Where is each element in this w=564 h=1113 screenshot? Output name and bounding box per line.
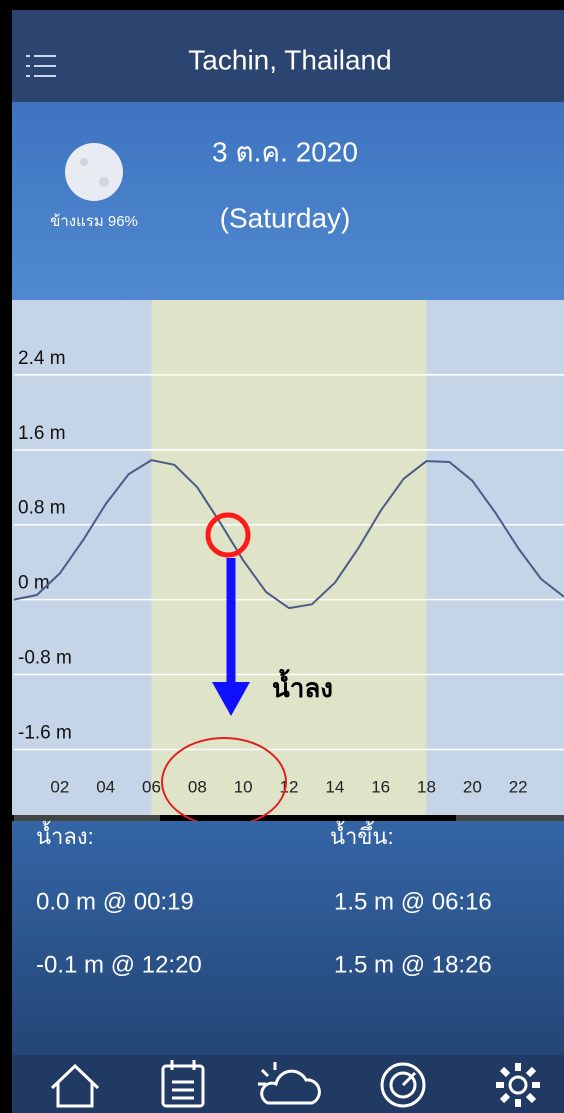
low-tide: 0.0 m @ 00:19 [36,888,194,915]
date: 3 ต.ค. 2020 [212,136,358,167]
arrow-head [212,682,250,716]
x-tick-label: 18 [417,777,436,796]
radar-tab[interactable] [380,1062,426,1108]
daylight-band [151,300,427,815]
y-tick-label: 1.6 m [18,423,66,444]
settings-tab[interactable] [496,1063,540,1107]
weekday: (Saturday) [220,202,351,233]
x-tick-label: 06 [142,777,161,796]
x-tick-label: 16 [371,777,390,796]
y-tick-label: 0 m [18,573,50,594]
menu-icon[interactable] [26,55,56,77]
tide-line [13,459,564,610]
weather-tab[interactable] [258,1062,321,1105]
x-tick-label: 10 [234,777,253,796]
y-tick-label: 2.4 m [18,348,66,369]
home-tab[interactable] [50,1063,100,1108]
calendar-tab[interactable] [161,1060,205,1108]
moon-icon [65,143,123,201]
highlight-circle [205,512,251,558]
scroll-indicator [456,815,564,821]
high-tide: 1.5 m @ 06:16 [334,888,492,915]
annotation: น้ำลง [272,668,333,703]
high-tide: 1.5 m @ 18:26 [334,951,492,978]
x-tick-label: 04 [96,777,115,796]
moon-crater [80,158,88,166]
x-tick-label: 12 [280,777,299,796]
moon-crater [99,177,109,187]
y-tick-label: -0.8 m [18,648,72,669]
x-tick-label: 20 [463,777,482,796]
moon-phase: ข้างแรม 96% [50,213,138,230]
y-tick-label: 0.8 m [18,498,66,519]
low-tide: -0.1 m @ 12:20 [36,951,202,978]
date-panel [12,102,564,300]
x-tick-label: 02 [50,777,69,796]
location-title: Tachin, Thailand [188,44,391,75]
y-tick-label: -1.6 m [18,722,72,743]
tide-chart: 2.4 m 1.6 m 0.8 m 0 m -0.8 m -1.6 m 02 04 06 08 10… [13,300,564,827]
x-tick-label: 14 [325,777,344,796]
low-tide-heading: น้ำลง: [36,821,94,849]
top-bar [12,10,564,102]
x-tick-label: 08 [188,777,207,796]
tide-panel [12,821,564,1055]
high-tide-heading: น้ำขึ้น: [330,821,394,849]
x-tick-label: 22 [509,777,528,796]
scroll-indicator [14,815,160,821]
